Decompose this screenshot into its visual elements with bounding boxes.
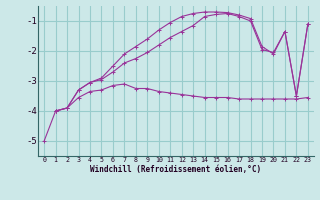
X-axis label: Windchill (Refroidissement éolien,°C): Windchill (Refroidissement éolien,°C) (91, 165, 261, 174)
